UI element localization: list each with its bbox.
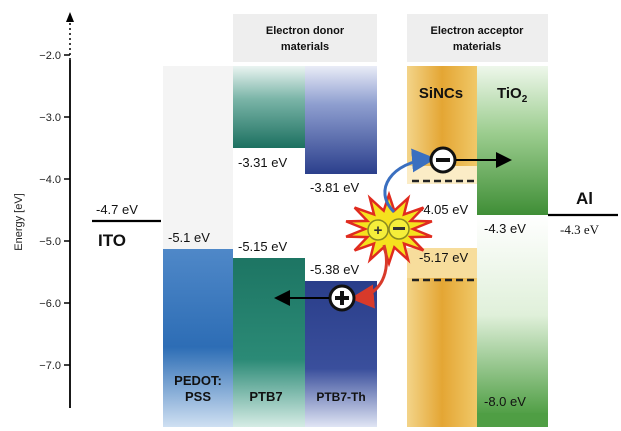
ptb7-band: -3.31 eV -5.15 eV PTB7 [233, 66, 305, 427]
hole-transfer-arrow [350, 244, 388, 309]
donor-header-panel [233, 14, 377, 62]
column-headers: Electron donor materials Electron accept… [233, 14, 548, 62]
axis-label: Energy [eV] [13, 193, 25, 250]
ptb7-name: PTB7 [249, 389, 282, 404]
tio2-cb-label: -4.3 eV [484, 221, 526, 236]
sincs-homo-label: -5.17 eV [419, 250, 468, 265]
axis-tick-label: −5.0 [39, 236, 61, 248]
electron-minus-icon [436, 158, 450, 162]
pedot-homo-label: -5.1 eV [168, 230, 210, 245]
sincs-name: SiNCs [419, 85, 463, 102]
sincs-vb-block [407, 278, 477, 427]
hole-particle-icon [367, 219, 389, 241]
ptb7th-lumo-block [305, 66, 377, 174]
ptb7-homo-block [233, 258, 305, 427]
ptb7th-name: PTB7-Th [316, 390, 365, 404]
ptb7-lumo-block [233, 66, 305, 148]
acceptor-header-panel [407, 14, 548, 62]
axis-arrowhead [66, 12, 74, 22]
sincs-vb-edge [407, 248, 477, 278]
axis-tick-label: −4.0 [39, 174, 61, 186]
axis-tick-label: −7.0 [39, 360, 61, 372]
hole-transfer [274, 244, 388, 312]
axis-tick-label: −3.0 [39, 112, 61, 124]
acceptor-header-line1: Electron acceptor [431, 25, 525, 37]
ptb7-lumo-label: -3.31 eV [238, 155, 287, 170]
ptb7th-lumo-label: -3.81 eV [310, 180, 359, 195]
electron-transfer [383, 146, 512, 214]
al-name: Al [576, 189, 593, 208]
tio2-gap-block [477, 215, 548, 415]
ito-name: ITO [98, 231, 126, 250]
donor-header-line2: materials [281, 41, 329, 53]
al-electrode: Al -4.3 eV [548, 189, 618, 237]
pedot-name-line2: PSS [185, 389, 211, 404]
ito-level-label: -4.7 eV [96, 202, 138, 217]
ptb7th-homo-label: -5.38 eV [310, 262, 359, 277]
plus-sign-icon: + [374, 222, 383, 239]
tio2-vb-block [477, 413, 548, 427]
energy-axis: −2.0 −3.0 −4.0 −5.0 −6.0 −7.0 Energy [eV] [13, 12, 74, 408]
tio2-band: -4.3 eV -8.0 eV TiO2 [477, 66, 548, 427]
al-level-label: -4.3 eV [560, 222, 600, 237]
tio2-vb-label: -8.0 eV [484, 394, 526, 409]
pedot-upper-region [163, 66, 233, 249]
pedot-name-line1: PEDOT: [174, 373, 222, 388]
ptb7-gap [233, 148, 305, 258]
pedot-pss-band: -5.1 eV PEDOT: PSS [163, 66, 233, 427]
ito-electrode: -4.7 eV ITO [92, 202, 161, 250]
pedot-homo-block [163, 249, 233, 427]
axis-tick-label: −6.0 [39, 298, 61, 310]
tio2-cb-block [477, 66, 548, 215]
minus-sign-icon [393, 227, 405, 230]
acceptor-header-line2: materials [453, 41, 501, 53]
tio2-name: TiO2 [497, 85, 528, 105]
electron-transfer-arrow [383, 148, 436, 214]
exciton-burst: + [345, 190, 433, 268]
sincs-lumo-label: -4.05 eV [419, 202, 468, 217]
donor-header-line1: Electron donor [266, 25, 345, 37]
ptb7-homo-label: -5.15 eV [238, 239, 287, 254]
axis-tick-label: −2.0 [39, 50, 61, 62]
hole-plus-vertical-icon [340, 291, 344, 305]
sincs-band: -4.05 eV -5.17 eV SiNCs [407, 66, 477, 427]
